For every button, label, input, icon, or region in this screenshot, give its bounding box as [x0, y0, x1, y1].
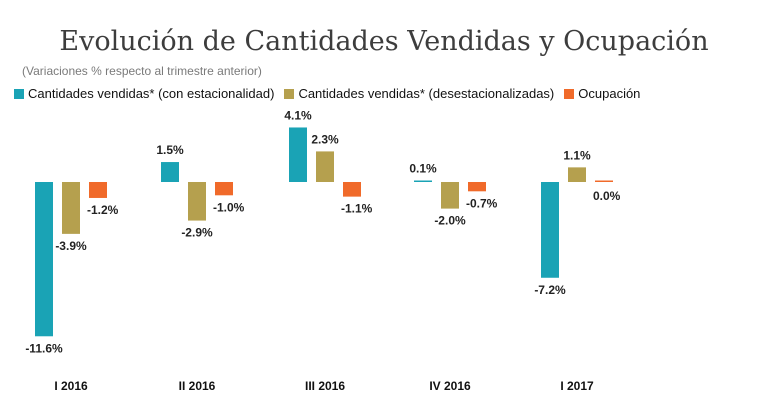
legend-item-ocupacion: Ocupación	[564, 86, 640, 101]
bar-3-2	[215, 182, 233, 196]
bar-3-5	[595, 180, 613, 182]
bar-2-4	[441, 182, 459, 209]
category-label-4: IV 2016	[429, 379, 471, 393]
legend-label: Cantidades vendidas* (desestacionalizada…	[298, 86, 555, 101]
legend-item-con-estacionalidad: Cantidades vendidas* (con estacionalidad…	[14, 86, 274, 101]
data-label-3-4: -0.7%	[466, 196, 498, 210]
bar-1-5	[541, 182, 559, 278]
legend-label: Cantidades vendidas* (con estacionalidad…	[28, 86, 275, 101]
chart-legend: Cantidades vendidas* (con estacionalidad…	[14, 86, 650, 101]
data-label-1-3: 4.1%	[284, 108, 312, 122]
data-label-2-2: -2.9%	[181, 226, 213, 240]
bar-3-4	[468, 182, 486, 192]
bar-2-2	[188, 182, 206, 221]
data-label-2-4: -2.0%	[434, 214, 466, 228]
data-label-3-3: -1.1%	[341, 202, 373, 216]
legend-item-desestacionalizadas: Cantidades vendidas* (desestacionalizada…	[284, 86, 554, 101]
data-label-2-5: 1.1%	[563, 148, 591, 162]
chart-title: Evolución de Cantidades Vendidas y Ocupa…	[59, 26, 709, 57]
data-label-1-4: 0.1%	[409, 162, 437, 176]
legend-swatch-teal	[14, 88, 24, 99]
bar-1-4	[414, 180, 432, 182]
bar-2-1	[62, 182, 80, 234]
bar-3-1	[89, 182, 107, 198]
data-label-2-1: -3.9%	[55, 239, 87, 253]
bar-2-5	[568, 167, 586, 182]
data-label-1-1: -11.6%	[25, 341, 63, 355]
data-label-3-5: 0.0%	[593, 189, 621, 203]
data-label-3-2: -1.0%	[213, 200, 245, 214]
data-label-1-5: -7.2%	[534, 283, 566, 297]
legend-swatch-olive	[284, 88, 295, 99]
data-label-2-3: 2.3%	[311, 132, 339, 146]
category-label-5: I 2017	[560, 379, 594, 393]
bar-2-3	[316, 151, 334, 182]
chart-subtitle: (Variaciones % respecto al trimestre ant…	[22, 64, 262, 78]
category-label-2: II 2016	[179, 379, 216, 393]
data-label-3-1: -1.2%	[87, 203, 119, 217]
bar-1-3	[289, 127, 307, 182]
bar-1-1	[35, 182, 53, 337]
legend-swatch-orange	[564, 88, 575, 99]
data-label-1-2: 1.5%	[156, 143, 184, 157]
category-label-3: III 2016	[305, 379, 345, 393]
category-label-1: I 2016	[54, 379, 88, 393]
bar-1-2	[161, 162, 179, 182]
legend-label: Ocupación	[578, 86, 641, 101]
bar-3-3	[343, 182, 361, 197]
